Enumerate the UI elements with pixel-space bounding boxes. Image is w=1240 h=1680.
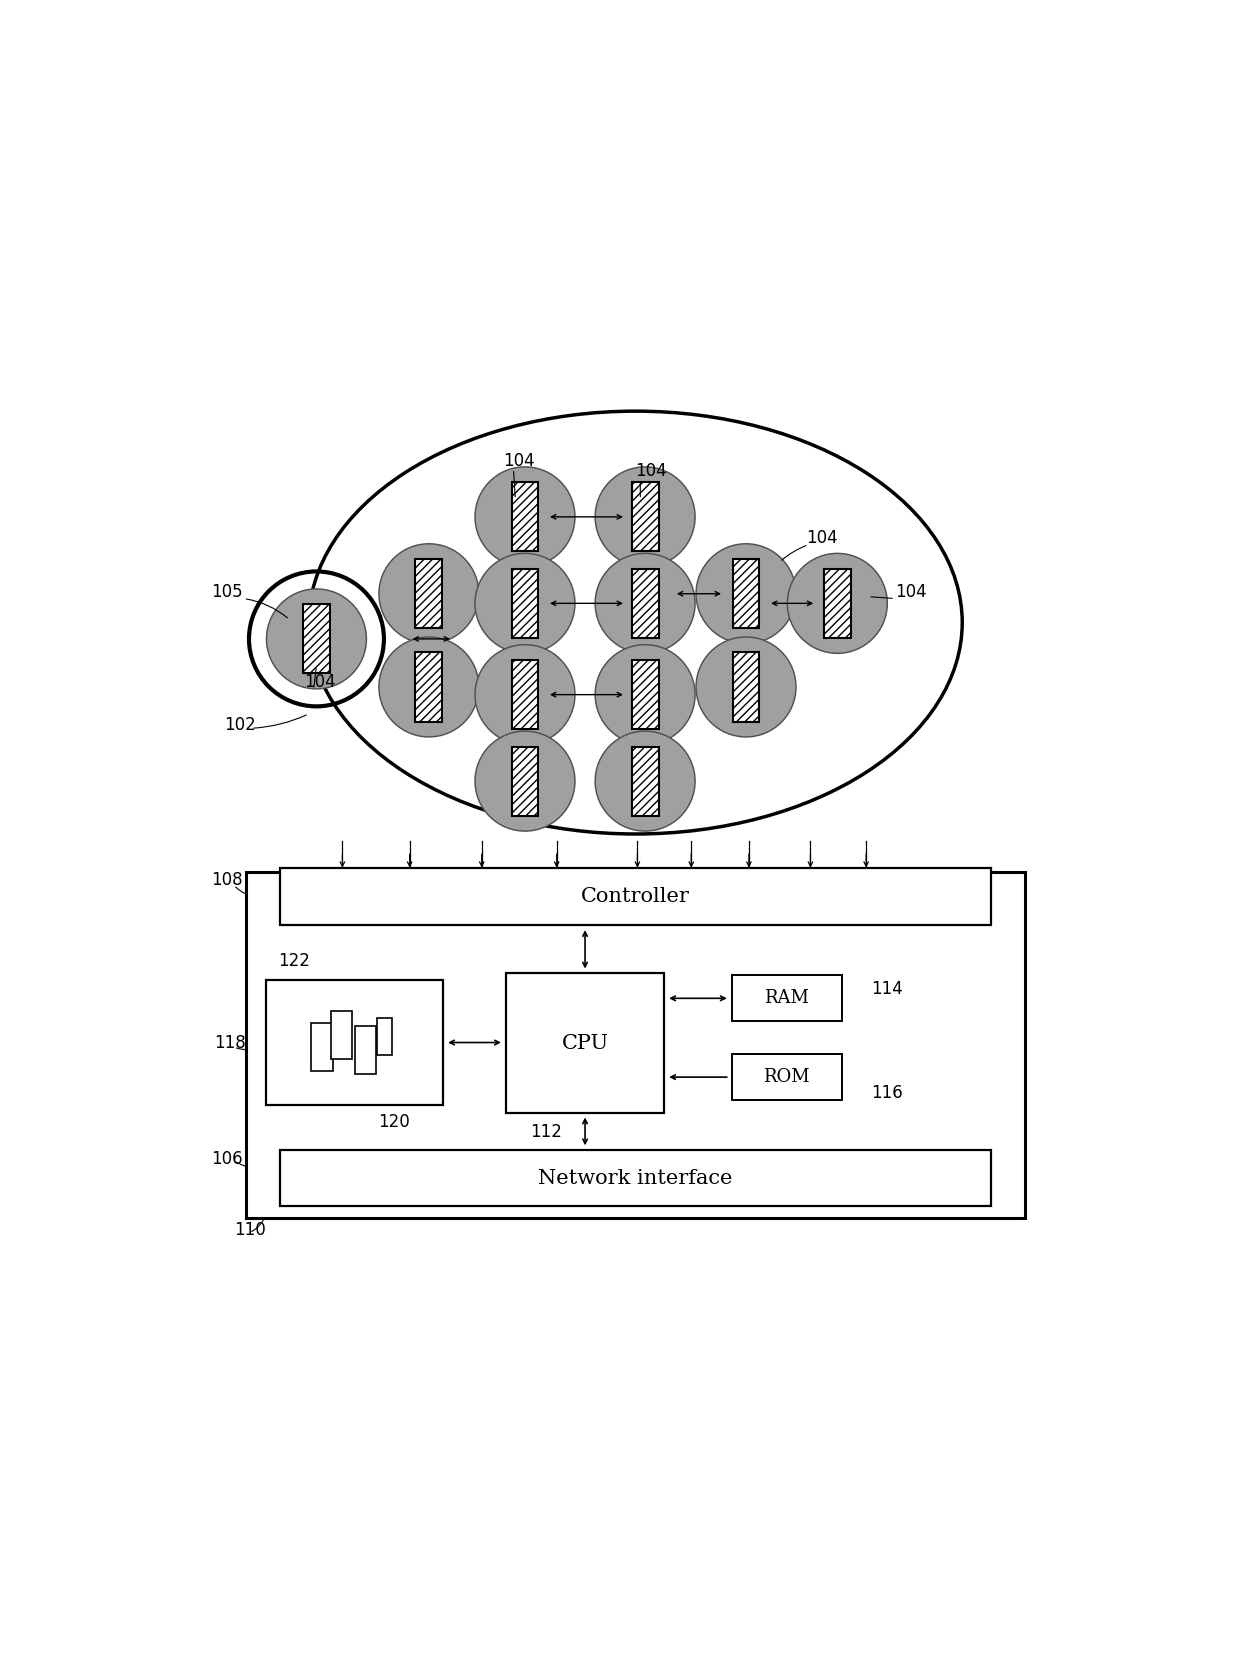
- Bar: [331, 1011, 352, 1058]
- Text: 106: 106: [211, 1149, 242, 1168]
- Ellipse shape: [309, 412, 962, 833]
- Bar: [415, 652, 443, 721]
- Circle shape: [475, 645, 575, 744]
- Text: CPU: CPU: [562, 1033, 609, 1052]
- Text: RAM: RAM: [764, 990, 810, 1008]
- Circle shape: [787, 553, 888, 654]
- Circle shape: [696, 544, 796, 643]
- Bar: [265, 979, 444, 1105]
- Circle shape: [475, 553, 575, 654]
- Text: 104: 104: [895, 583, 926, 601]
- Text: 104: 104: [635, 462, 667, 480]
- Text: 105: 105: [211, 583, 242, 601]
- Bar: [512, 570, 538, 638]
- Text: 104: 104: [304, 674, 336, 690]
- Bar: [512, 746, 538, 816]
- Bar: [733, 652, 759, 721]
- Text: 116: 116: [870, 1084, 903, 1102]
- Text: 120: 120: [378, 1114, 409, 1131]
- Text: 112: 112: [529, 1122, 562, 1141]
- Bar: [280, 1151, 991, 1206]
- Text: 114: 114: [870, 981, 903, 998]
- Text: ROM: ROM: [764, 1068, 810, 1085]
- Bar: [823, 570, 851, 638]
- Bar: [631, 570, 658, 638]
- Text: Controller: Controller: [582, 887, 689, 906]
- Text: 108: 108: [211, 870, 242, 889]
- Bar: [377, 1018, 392, 1055]
- Bar: [631, 660, 658, 729]
- Bar: [732, 1053, 842, 1100]
- Circle shape: [595, 731, 696, 832]
- Text: 104: 104: [806, 529, 838, 546]
- Circle shape: [475, 731, 575, 832]
- Text: Network interface: Network interface: [538, 1169, 733, 1188]
- Bar: [280, 867, 991, 926]
- Circle shape: [267, 590, 367, 689]
- Circle shape: [379, 637, 479, 738]
- Bar: [303, 605, 330, 674]
- Circle shape: [595, 553, 696, 654]
- Text: 104: 104: [503, 452, 534, 470]
- Bar: [512, 660, 538, 729]
- Circle shape: [595, 467, 696, 566]
- Circle shape: [595, 645, 696, 744]
- Bar: [311, 1023, 332, 1072]
- Bar: [247, 872, 1024, 1218]
- Text: 102: 102: [224, 716, 255, 734]
- Circle shape: [475, 467, 575, 566]
- Text: 122: 122: [278, 951, 310, 969]
- Bar: [506, 973, 665, 1112]
- Bar: [631, 746, 658, 816]
- Circle shape: [696, 637, 796, 738]
- Bar: [512, 482, 538, 551]
- Bar: [415, 559, 443, 628]
- Bar: [733, 559, 759, 628]
- Text: 118: 118: [215, 1035, 247, 1052]
- Text: 110: 110: [234, 1221, 265, 1238]
- Bar: [732, 976, 842, 1021]
- Bar: [355, 1026, 376, 1074]
- Bar: [631, 482, 658, 551]
- Circle shape: [379, 544, 479, 643]
